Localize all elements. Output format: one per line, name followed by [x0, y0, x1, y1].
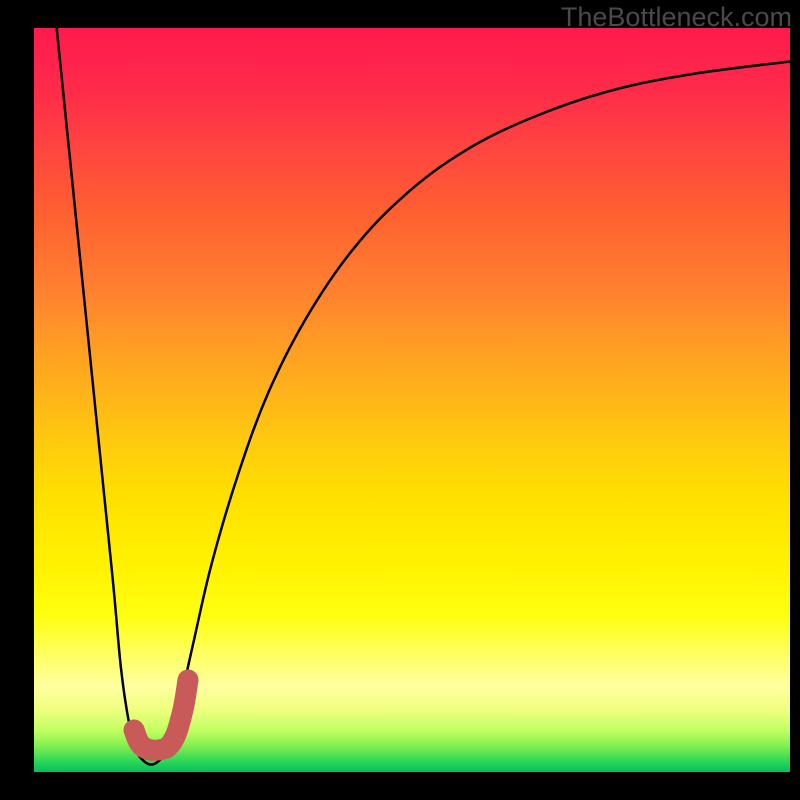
watermark-text: TheBottleneck.com [561, 2, 792, 33]
heatmap-background [34, 28, 790, 772]
chart-container: TheBottleneck.com [0, 0, 800, 800]
bottleneck-chart [0, 0, 800, 800]
